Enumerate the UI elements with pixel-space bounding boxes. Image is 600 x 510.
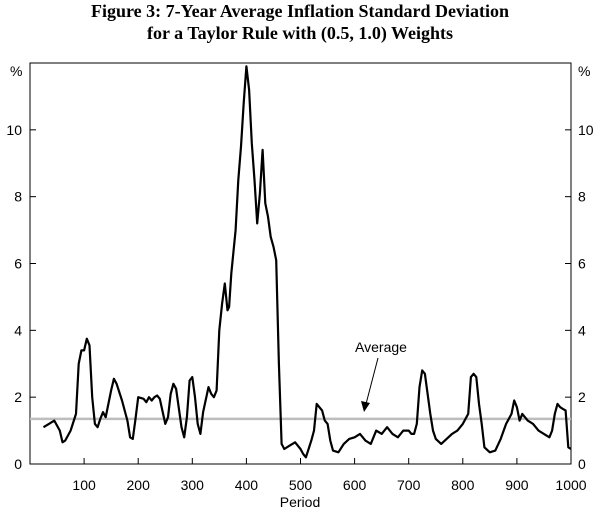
chart-title-line-1: Figure 3: 7-Year Average Inflation Stand… — [91, 1, 509, 21]
x-tick-label: 500 — [289, 477, 313, 493]
chart-title: Figure 3: 7-Year Average Inflation Stand… — [0, 0, 600, 44]
x-tick-label: 600 — [343, 477, 367, 493]
x-tick-label: 700 — [397, 477, 421, 493]
average-arrow-head — [361, 401, 370, 412]
x-tick-label: 200 — [127, 477, 151, 493]
y-tick-label-left: 0 — [14, 456, 22, 472]
y-tick-label-left: 8 — [14, 189, 22, 205]
series-line — [42, 65, 572, 459]
y-tick-label-right: 10 — [578, 122, 594, 138]
average-annotation: Average — [355, 339, 407, 412]
plot-area — [29, 62, 572, 465]
x-tick-label: 800 — [451, 477, 475, 493]
average-arrow-shaft — [365, 357, 379, 405]
y-tick-label-left: 6 — [14, 256, 22, 272]
axis-ticks: 100 200 300 400 500 600 700 800 900 1000 0 0 2 2 4 4 6 6 8… — [6, 122, 593, 493]
average-label: Average — [355, 339, 407, 355]
y-tick-label-right: 8 — [578, 189, 586, 205]
plot-frame — [29, 62, 572, 465]
y-tick-label-left: 2 — [14, 389, 22, 405]
chart-title-line-2: for a Taylor Rule with (0.5, 1.0) Weight… — [146, 23, 454, 43]
y-axis-label-left: % — [10, 63, 22, 79]
x-tick-label: 1000 — [555, 477, 586, 493]
y-tick-label-right: 2 — [578, 389, 586, 405]
x-tick-label: 400 — [235, 477, 259, 493]
y-tick-label-left: 4 — [14, 322, 22, 338]
y-tick-label-right: 6 — [578, 256, 586, 272]
y-tick-label-right: 4 — [578, 322, 586, 338]
x-tick-label: 900 — [505, 477, 529, 493]
y-tick-label-left: 10 — [6, 122, 22, 138]
y-axis-label-right: % — [578, 63, 590, 79]
x-axis-label: Period — [280, 494, 320, 510]
y-tick-label-right: 0 — [578, 456, 586, 472]
x-tick-label: 100 — [72, 477, 96, 493]
x-tick-label: 300 — [181, 477, 205, 493]
